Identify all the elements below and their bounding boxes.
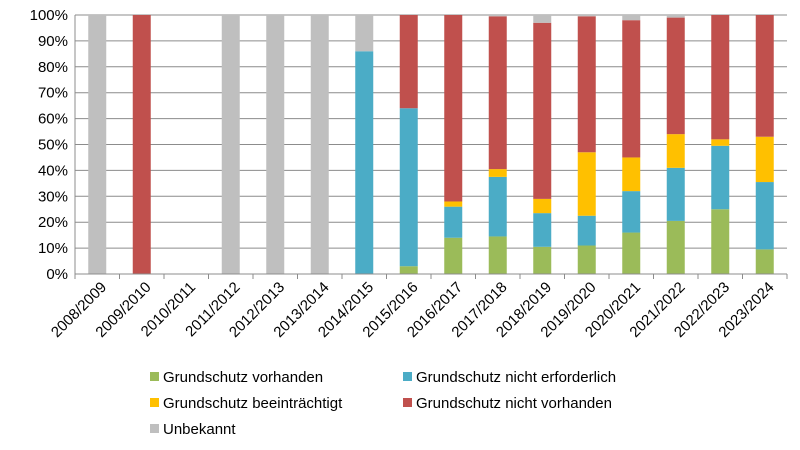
bar-segment xyxy=(622,191,641,233)
legend-swatch xyxy=(403,372,412,381)
bar-segment xyxy=(577,152,596,216)
bar-segment xyxy=(488,169,507,177)
y-tick-label: 50% xyxy=(38,137,68,154)
legend: Grundschutz vorhanden Grundschutz nicht e… xyxy=(150,369,616,438)
y-tick-label: 90% xyxy=(38,33,68,50)
y-tick-label: 40% xyxy=(38,162,68,179)
bar-segment xyxy=(488,16,507,170)
bar-segment xyxy=(577,215,596,246)
legend-label: Grundschutz vorhanden xyxy=(163,369,323,386)
bar-segment xyxy=(755,136,774,183)
axes xyxy=(74,15,788,279)
legend-label: Grundschutz nicht vorhanden xyxy=(416,395,612,412)
legend-item: Unbekannt xyxy=(150,421,236,438)
bar-segment xyxy=(711,209,730,274)
bar-segment xyxy=(711,145,730,210)
bar-segment xyxy=(711,15,730,140)
y-tick-label: 70% xyxy=(38,85,68,102)
bar-segment xyxy=(666,17,685,135)
bar-segment xyxy=(622,157,641,192)
bar-segment xyxy=(444,201,463,207)
bar-segment xyxy=(666,15,685,18)
y-tick-label: 20% xyxy=(38,214,68,231)
bar-segment xyxy=(622,232,641,274)
y-tick-labels: 0% 10% 20% 30% 40% 50% 60% 70% 80% 90% 100% xyxy=(30,7,68,283)
bar-segment xyxy=(444,206,463,238)
legend-label: Unbekannt xyxy=(163,421,236,438)
bar-segment xyxy=(666,134,685,168)
legend-item: Grundschutz vorhanden xyxy=(150,369,323,386)
y-tick-label: 100% xyxy=(30,7,68,24)
bar-segment xyxy=(88,15,107,274)
y-tick-label: 0% xyxy=(46,266,68,283)
bar-segment xyxy=(310,15,329,274)
y-tick-label: 30% xyxy=(38,188,68,205)
bar-segment xyxy=(488,236,507,274)
bar-segment xyxy=(132,15,151,274)
legend-swatch xyxy=(150,424,159,433)
legend-item: Grundschutz nicht erforderlich xyxy=(403,369,616,386)
bar-segment xyxy=(533,213,552,247)
bar-segment xyxy=(399,15,418,109)
bar-segment xyxy=(533,15,552,23)
bar-segment xyxy=(577,16,596,153)
bar-segment xyxy=(266,15,285,274)
bars xyxy=(88,15,774,275)
bar-segment xyxy=(399,266,418,274)
bar-segment xyxy=(355,15,374,52)
bar-segment xyxy=(488,15,507,17)
legend-label: Grundschutz beeinträchtigt xyxy=(163,395,343,412)
legend-item: Grundschutz beeinträchtigt xyxy=(150,395,343,412)
bar-segment xyxy=(755,249,774,274)
bar-segment xyxy=(533,22,552,199)
legend-swatch xyxy=(403,398,412,407)
bar-segment xyxy=(444,237,463,274)
bar-segment xyxy=(711,139,730,146)
y-tick-label: 60% xyxy=(38,111,68,128)
bar-segment xyxy=(488,176,507,237)
bar-segment xyxy=(622,20,641,158)
bar-segment xyxy=(577,245,596,274)
bar-segment xyxy=(622,15,641,21)
bar-segment xyxy=(221,15,240,274)
y-tick-label: 80% xyxy=(38,59,68,76)
bar-segment xyxy=(577,15,596,17)
legend-label: Grundschutz nicht erforderlich xyxy=(416,369,616,386)
bar-segment xyxy=(533,198,552,214)
x-tick-labels: 2008/20092009/20102010/20112011/20122012… xyxy=(48,279,778,341)
bar-segment xyxy=(399,108,418,267)
legend-item: Grundschutz nicht vorhanden xyxy=(403,395,612,412)
y-tick-label: 10% xyxy=(38,240,68,257)
bar-segment xyxy=(444,15,463,202)
bar-segment xyxy=(755,15,774,137)
bar-segment xyxy=(755,182,774,250)
bar-segment xyxy=(666,167,685,221)
legend-swatch xyxy=(150,398,159,407)
bar-segment xyxy=(533,246,552,274)
legend-swatch xyxy=(150,372,159,381)
bar-segment xyxy=(355,51,374,275)
bar-segment xyxy=(666,220,685,274)
